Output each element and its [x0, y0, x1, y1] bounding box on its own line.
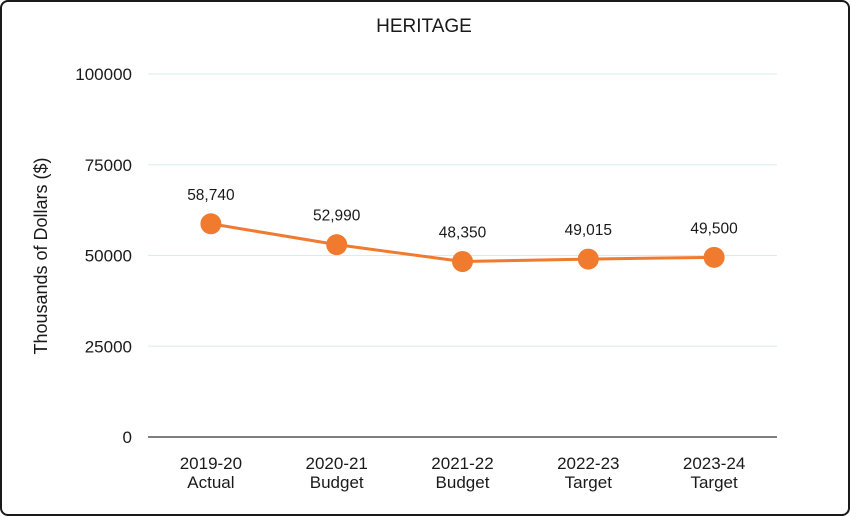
y-tick-label: 0: [123, 428, 132, 447]
data-point: [326, 234, 348, 256]
data-label: 49,015: [565, 222, 612, 239]
chart-title: HERITAGE: [376, 16, 472, 37]
x-axis-ticks: 2019-20 Actual 2020-21 Budget 2021-22 Budget 2…: [180, 454, 746, 492]
data-point: [577, 248, 599, 270]
y-tick-label: 75000: [85, 156, 132, 175]
x-tick-label: 2022-23 Target: [557, 454, 619, 492]
data-point: [703, 246, 725, 268]
data-label: 58,740: [187, 187, 235, 204]
x-tick-label: 2023-24 Target: [683, 454, 745, 492]
gridlines: [148, 73, 777, 347]
y-axis-label: Thousands of Dollars ($): [31, 157, 51, 354]
data-label: 48,350: [439, 224, 487, 241]
y-axis-ticks: 0 25000 50000 75000 100000: [75, 65, 132, 447]
x-tick-label: 2021-22 Budget: [431, 454, 493, 492]
data-label: 49,500: [690, 220, 738, 237]
y-tick-label: 25000: [85, 337, 132, 356]
data-point: [452, 250, 473, 272]
x-tick-label: 2020-21 Budget: [306, 454, 368, 492]
x-tick-label: 2019-20 Actual: [180, 454, 242, 492]
data-point: [200, 213, 222, 235]
series-heritage: [200, 213, 725, 272]
data-label: 52,990: [313, 208, 361, 225]
y-tick-label: 50000: [85, 247, 132, 266]
data-labels: 58,740 52,990 48,350 49,015 49,500: [187, 187, 738, 242]
y-tick-label: 100000: [75, 65, 132, 84]
